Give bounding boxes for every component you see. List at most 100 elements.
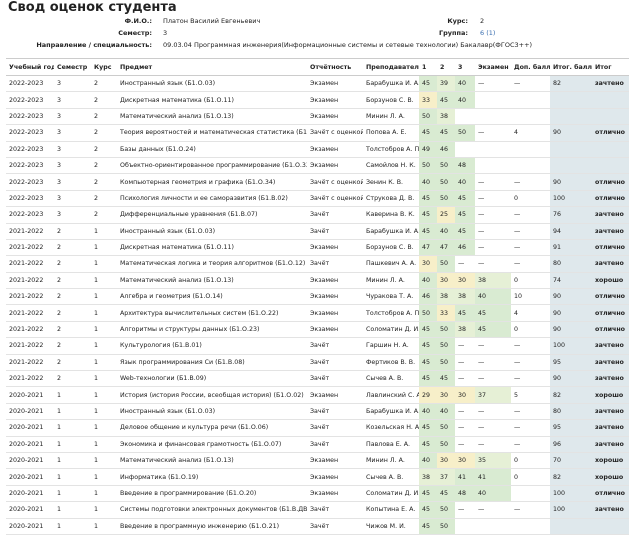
cell: 2021-2022 [6,370,54,388]
cell: 45 [437,370,455,388]
cell: 2 [91,206,117,224]
cell: — [475,403,511,421]
cell: зачтено [592,419,629,437]
cell: Психология личности и ее саморазвития (Б… [117,190,307,208]
cell: 50 [437,501,455,519]
cell: Теория вероятностей и математическая ста… [117,124,307,142]
cell: отлично [592,239,629,257]
cell: — [475,419,511,437]
page-title: Свод оценок студента [8,0,177,15]
cell: зачтено [592,501,629,519]
cell: 90 [550,370,592,388]
cell: 40 [455,91,475,109]
cell: 1 [54,501,91,519]
cell: 96 [550,436,592,453]
cell: — [475,239,511,257]
cell: 50 [437,173,455,191]
cell: 2021-2022 [6,272,54,290]
column-header: Семестр [54,58,91,76]
cell: Экзамен [307,272,363,290]
cell: 2 [54,223,91,240]
cell: 2020-2021 [6,436,54,453]
cell: 30 [419,255,437,273]
cell: 29 [419,386,437,404]
cell: 39 [437,75,455,93]
cell: 50 [437,321,455,339]
cell: — [511,173,550,191]
cell: 2 [54,370,91,388]
cell [592,141,629,158]
cell: отлично [592,173,629,191]
cell: — [511,501,550,519]
cell: 50 [437,157,455,175]
cell: 2 [91,75,117,93]
cell: 2021-2022 [6,255,54,273]
cell: Экзамен [307,485,363,503]
cell: 45 [419,190,437,208]
cell: Струкова Д. В. [363,190,419,208]
cell: 38 [455,321,475,339]
cell: 2022-2023 [6,190,54,208]
cell: 1 [91,304,117,322]
cell: — [511,436,550,453]
cell [592,91,629,109]
cell: 46 [437,141,455,158]
cell: отлично [592,124,629,142]
cell: 4 [511,304,550,322]
group[interactable]: 6 (1) [480,29,496,37]
cell [511,485,550,503]
cell: 80 [550,255,592,273]
grade-row: 2021-2022 2 1 Язык программирования Си (Б1.… [6,354,629,372]
cell: — [475,124,511,142]
cell: Сычев А. В. [363,468,419,486]
grade-row: 2020-2021 1 1 Математический анализ (Б1.О.1… [6,452,629,470]
cell: Барабушка И. А. [363,223,419,240]
cell: Введение в программирование (Б1.О.20) [117,485,307,503]
cell: Зачёт [307,354,363,372]
cell: 46 [455,239,475,257]
cell [511,157,550,175]
cell: 45 [455,190,475,208]
cell: Архитектура вычислительных систем (Б1.О.… [117,304,307,322]
cell: — [455,403,475,421]
cell: 40 [475,288,511,306]
cell: Экзамен [307,141,363,158]
cell: 45 [455,206,475,224]
cell: зачтено [592,75,629,93]
course: 2 [480,17,485,25]
cell: 2 [54,337,91,355]
cell: 2022-2023 [6,157,54,175]
cell: 35 [475,452,511,470]
cell: 50 [437,190,455,208]
cell: 40 [437,403,455,421]
cell: 2020-2021 [6,485,54,503]
cell: — [475,173,511,191]
cell: — [511,75,550,93]
cell: 90 [550,288,592,306]
cell: — [475,75,511,93]
cell: Экзамен [307,468,363,486]
cell: 2022-2023 [6,173,54,191]
cell: 50 [419,304,437,322]
cell: 38 [455,288,475,306]
cell: 50 [455,124,475,142]
cell: Копытина Е. А. [363,501,419,519]
cell: 2 [54,272,91,290]
column-header: 3 [455,58,475,76]
cell: 50 [437,255,455,273]
cell: 2022-2023 [6,206,54,224]
cell: 2021-2022 [6,288,54,306]
grade-row: 2021-2022 2 1 Алгоритмы и структуры данных … [6,321,629,339]
cell: 40 [455,75,475,93]
grade-row: 2021-2022 2 1 Математический анализ (Б1.О.1… [6,272,629,290]
cell: 47 [437,239,455,257]
cell: — [475,354,511,372]
cell: 2 [91,141,117,158]
cell: 1 [91,370,117,388]
cell [550,157,592,175]
cell: Экзамен [307,288,363,306]
cell: — [475,337,511,355]
cell: 100 [550,337,592,355]
cell: 50 [437,337,455,355]
cell: 45 [419,436,437,453]
